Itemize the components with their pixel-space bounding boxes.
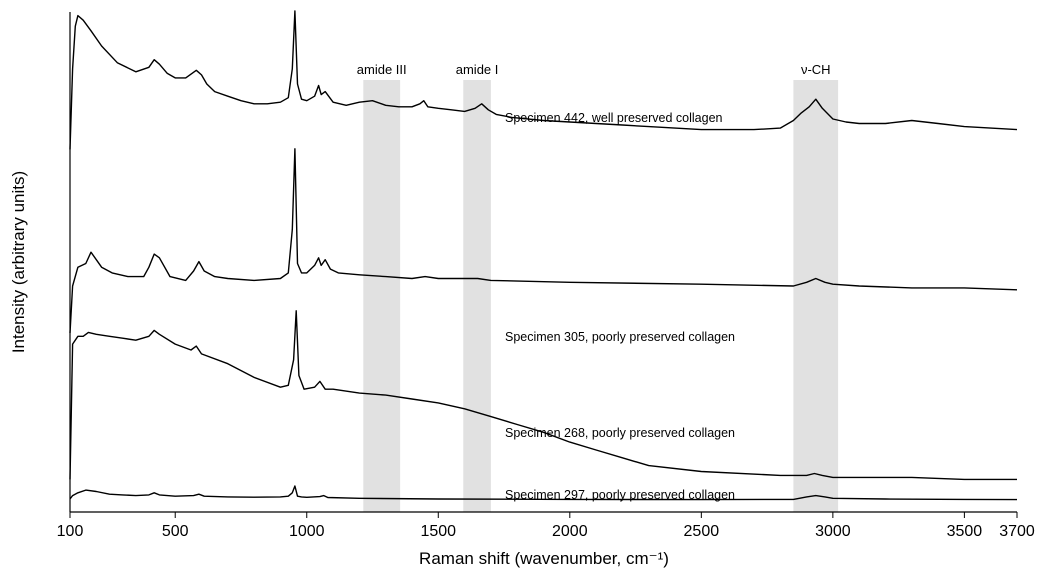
- x-tick-label-6: 3000: [815, 523, 851, 540]
- axes-layer: [69, 12, 1017, 513]
- band-1: [463, 80, 491, 512]
- x-tick-label-4: 2000: [552, 523, 588, 540]
- x-tick-label-5: 2500: [684, 523, 720, 540]
- series-line-0: [69, 10, 1018, 150]
- series-line-1: [69, 148, 1018, 334]
- x-ticks: 100 500 1000 1500 2000 2500 3000 3500 3700: [57, 512, 1035, 540]
- x-tick-label-2: 1000: [289, 523, 325, 540]
- band-0: [363, 80, 401, 512]
- band-2: [793, 80, 839, 512]
- x-tick-label-8: 3700: [999, 523, 1035, 540]
- series-labels: Specimen 442, well preserved collagen Spe…: [505, 111, 735, 502]
- x-tick-label-7: 3500: [947, 523, 983, 540]
- series-line-2: [69, 310, 1017, 481]
- series-label-1: Specimen 305, poorly preserved collagen: [505, 330, 735, 344]
- x-tick-label-3: 1500: [420, 523, 456, 540]
- series-label-0: Specimen 442, well preserved collagen: [505, 111, 723, 125]
- x-axis-title: Raman shift (wavenumber, cm⁻¹): [419, 549, 669, 568]
- x-tick-label-1: 500: [162, 523, 189, 540]
- y-axis-title: Intensity (arbitrary units): [9, 171, 28, 353]
- band-label-2: ν-CH: [801, 62, 831, 77]
- series-label-3: Specimen 297, poorly preserved collagen: [505, 488, 735, 502]
- x-tick-label-0: 100: [57, 523, 84, 540]
- bands-layer: amide III amide I ν-CH: [357, 62, 839, 512]
- band-label-1: amide I: [456, 62, 499, 77]
- series-label-2: Specimen 268, poorly preserved collagen: [505, 426, 735, 440]
- series-layer: [69, 10, 1018, 501]
- band-label-0: amide III: [357, 62, 407, 77]
- series-line-3: [69, 485, 1018, 501]
